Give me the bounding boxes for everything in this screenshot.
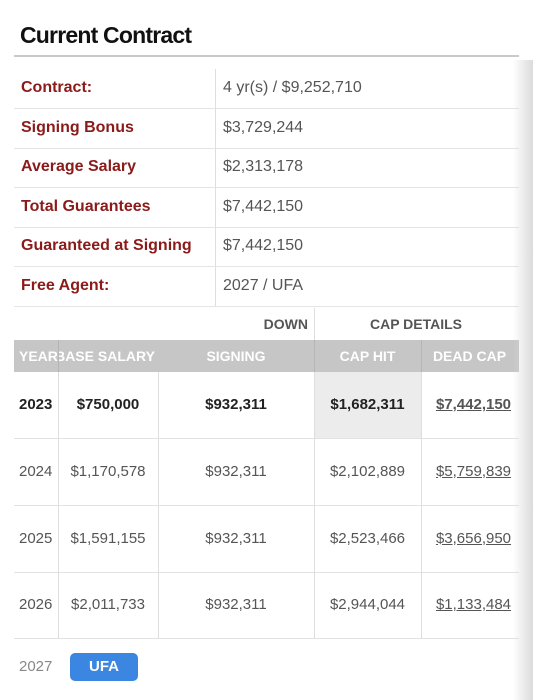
summary-row: Signing Bonus $3,729,244 [14,109,519,149]
row-rule [14,505,519,506]
year-cell: 2024 [19,462,53,480]
summary-label: Total Guarantees [21,197,151,215]
summary-label: Contract: [21,79,93,96]
summary-label: Guaranteed at Signing [21,237,192,255]
value-cell: $2,523,466 [329,529,406,547]
row-rule [14,638,519,639]
value-cell: $2,011,733 [71,596,145,613]
value-cell: $1,591,155 [70,529,146,547]
cell-divider [314,372,315,438]
cell-divider [421,438,422,505]
cell-divider [58,572,59,638]
summary-row: Free Agent: 2027 / UFA [14,267,519,307]
dead-cap-link[interactable]: $7,442,150 [435,396,512,413]
group-header: CAP DETAILS [369,316,463,332]
summary-label: Free Agent: [21,277,110,294]
section-title: Current Contract [20,22,192,48]
summary-value: $2,313,178 [223,158,304,176]
group-header: DOWN [263,316,308,332]
fa-badge[interactable]: UFA [70,653,138,681]
cell-divider [158,372,159,438]
summary-row: Average Salary $2,313,178 [14,148,519,189]
cell-divider [314,572,315,638]
value-cell: $932,311 [205,529,267,547]
dead-cap-link[interactable]: $1,133,484 [435,596,512,613]
cell-divider [58,505,59,572]
value-cell: $1,682,311 [330,396,405,413]
year-cell: 2025 [19,529,53,547]
column-header-year-bg [14,340,58,372]
summary-row: Total Guarantees $7,442,150 [14,188,519,228]
year-cell: 2023 [19,396,53,413]
cell-divider [421,505,422,572]
value-cell: $2,944,044 [329,596,406,613]
row-rule [14,438,519,439]
cell-divider [58,372,59,438]
fa-year: 2027 [19,658,53,675]
highlight-cell [314,372,421,438]
scroll-shadow [513,60,533,700]
column-header-bar [14,340,519,372]
row-rule [14,572,519,573]
title-rule [14,55,519,57]
value-cell: $2,102,889 [329,462,406,480]
header-divider [314,340,315,372]
value-cell: $932,311 [205,462,267,480]
value-cell: $932,311 [205,396,267,413]
cell-divider [158,572,159,638]
summary-row: Guaranteed at Signing $7,442,150 [14,227,519,268]
dead-cap-link[interactable]: $5,759,839 [435,462,512,480]
column-header: YEAR [19,348,58,364]
cell-divider [421,372,422,438]
cell-divider [314,438,315,505]
summary-value: 4 yr(s) / $9,252,710 [223,79,362,96]
header-divider [421,340,422,372]
cell-divider [421,572,422,638]
column-header: DEAD CAP [432,348,507,364]
summary-value: $7,442,150 [223,197,304,215]
column-header: SIGNING [206,348,266,364]
header-divider [58,340,59,372]
summary-value: 2027 / UFA [223,277,304,294]
value-cell: $750,000 [76,396,140,413]
cell-divider [158,438,159,505]
cell-divider [158,505,159,572]
dead-cap-link[interactable]: $3,656,950 [435,529,512,547]
year-cell: 2026 [19,596,53,613]
group-divider [314,308,315,340]
summary-row: Contract: 4 yr(s) / $9,252,710 [14,69,519,109]
cell-divider [314,505,315,572]
summary-label: Average Salary [21,158,137,176]
value-cell: $932,311 [205,596,267,613]
summary-value: $7,442,150 [223,237,304,255]
summary-value: $3,729,244 [223,118,304,136]
cell-divider [58,438,59,505]
summary-label: Signing Bonus [21,118,134,136]
value-cell: $1,170,578 [70,462,146,480]
column-header: CAP HIT [339,348,396,364]
column-header: BASE SALARY [55,348,155,364]
